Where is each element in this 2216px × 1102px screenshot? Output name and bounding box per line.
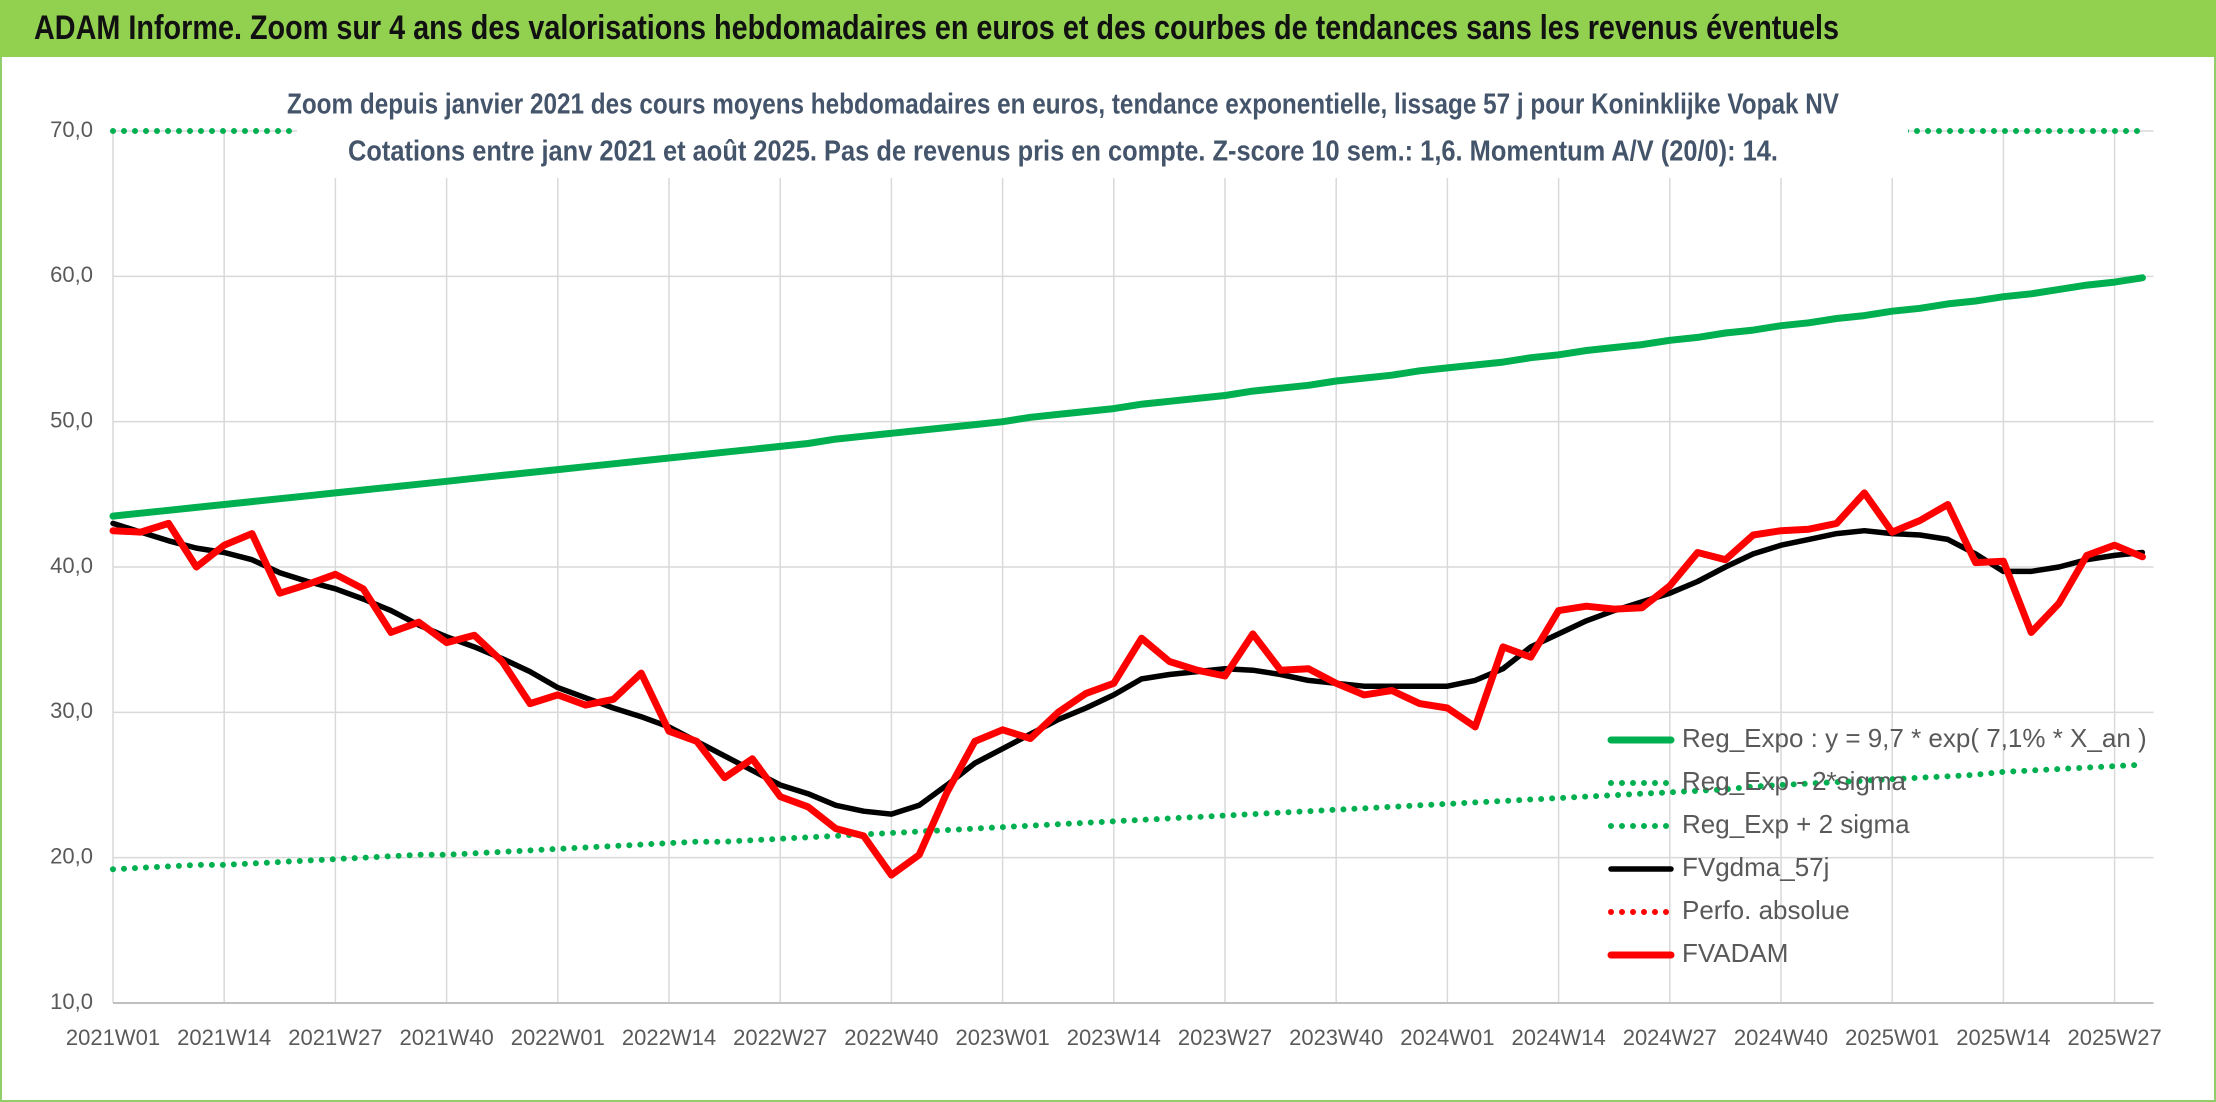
header-bar (0, 0, 2216, 57)
series-line (109, 274, 2146, 520)
x-tick-label: 2021W40 (400, 1025, 494, 1050)
chart-title: ADAM Informe. Zoom sur 4 ans des valoris… (34, 9, 1839, 47)
x-tick-label: 2021W14 (177, 1025, 271, 1050)
x-tick-label: 2024W14 (1512, 1025, 1606, 1050)
series-line (110, 761, 2146, 873)
y-tick-label: 40,0 (50, 553, 93, 578)
legend-label: FVgdma_57j (1682, 852, 1829, 882)
x-tick-label: 2023W14 (1067, 1025, 1161, 1050)
x-tick-label: 2022W27 (733, 1025, 827, 1050)
y-tick-label: 50,0 (50, 407, 93, 432)
x-tick-label: 2023W40 (1289, 1025, 1383, 1050)
subtitle-box (297, 85, 1908, 178)
legend-label: FVADAM (1682, 938, 1788, 968)
y-tick-label: 20,0 (50, 843, 93, 868)
y-tick-label: 70,0 (50, 117, 93, 142)
y-tick-label: 10,0 (50, 989, 93, 1014)
x-tick-label: 2025W27 (2068, 1025, 2162, 1050)
x-tick-label: 2022W14 (622, 1025, 716, 1050)
grid: 10,0 20,0 30,0 40,0 50,0 60,0 70,0 2021W01 2021W… (50, 117, 2162, 1050)
legend-label: Reg_Expo : y = 9,7 * exp( 7,1% * X_an ) (1682, 723, 2147, 753)
x-tick-label: 2021W01 (66, 1025, 160, 1050)
legend: Reg_Expo : y = 9,7 * exp( 7,1% * X_an ) R… (1607, 723, 2147, 968)
legend-label: Perfo. absolue (1682, 895, 1850, 925)
legend-label: Reg_Exp + 2 sigma (1682, 809, 1910, 839)
legend-label: Reg_Exp - 2*sigma (1682, 766, 1907, 796)
x-tick-label: 2024W01 (1400, 1025, 1494, 1050)
subtitle-line: Cotations entre janv 2021 et août 2025. … (348, 136, 1778, 168)
x-tick-label: 2025W01 (1845, 1025, 1939, 1050)
x-tick-label: 2021W27 (288, 1025, 382, 1050)
x-tick-label: 2022W40 (844, 1025, 938, 1050)
x-tick-label: 2025W14 (1956, 1025, 2050, 1050)
x-tick-label: 2024W27 (1623, 1025, 1717, 1050)
x-tick-label: 2024W40 (1734, 1025, 1828, 1050)
x-tick-label: 2022W01 (511, 1025, 605, 1050)
x-tick-label: 2023W01 (956, 1025, 1050, 1050)
x-tick-label: 2023W27 (1178, 1025, 1272, 1050)
y-tick-label: 60,0 (50, 262, 93, 287)
subtitle-line: Zoom depuis janvier 2021 des cours moyen… (287, 89, 1840, 121)
y-tick-label: 30,0 (50, 698, 93, 723)
series-line (109, 489, 2146, 879)
